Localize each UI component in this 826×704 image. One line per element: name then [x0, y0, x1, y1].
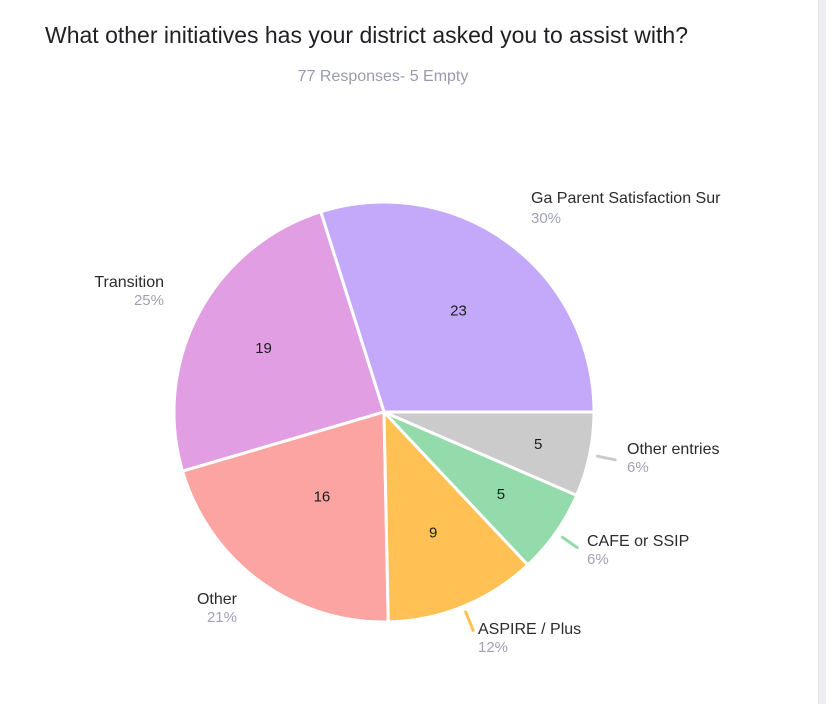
slice-label-other: Other [197, 591, 238, 608]
slice-value-other-entries: 5 [534, 436, 542, 453]
slice-percent-ga-parent-satisfaction-sur: 30% [531, 210, 561, 227]
leader-line-other [264, 549, 284, 575]
slice-value-cafe-or-ssip: 5 [497, 486, 505, 503]
leader-line-cafe-or-ssip [560, 535, 579, 550]
slice-percent-aspire-plus: 12% [478, 639, 508, 656]
slice-value-ga-parent-satisfaction-sur: 23 [450, 302, 467, 319]
slice-label-transition: Transition [94, 274, 164, 291]
leader-line-other-entries [595, 454, 617, 462]
pie-slice-other[interactable] [181, 410, 390, 624]
slice-value-other: 16 [314, 489, 331, 506]
leader-line-ga-parent-satisfaction-sur [484, 249, 504, 275]
pie-slices [172, 200, 596, 624]
response-count: 77 Responses- 5 Empty [297, 68, 469, 85]
chart-title: What other initiatives has your district… [45, 22, 689, 48]
scrollbar[interactable] [818, 0, 826, 704]
leader-line-transition [205, 316, 234, 333]
pie-slice-transition[interactable] [172, 210, 386, 473]
slice-percent-other-entries: 6% [627, 459, 649, 476]
pie-slice-other-entries[interactable] [382, 410, 596, 497]
pie-slice-aspire-plus[interactable] [382, 410, 530, 624]
leader-line-aspire-plus [464, 610, 475, 632]
slice-label-other-entries: Other entries [627, 441, 719, 458]
slice-percent-other: 21% [207, 609, 237, 626]
pie-slice-ga-parent-satisfaction-sur[interactable] [319, 200, 596, 414]
slice-percent-transition: 25% [134, 292, 164, 309]
slice-callouts: Ga Parent Satisfaction Sur30%Transition2… [94, 190, 721, 656]
slice-label-cafe-or-ssip: CAFE or SSIP [587, 533, 689, 550]
slice-value-transition: 19 [255, 340, 272, 357]
slice-value-labels: 23 19 16 9 5 5 [255, 302, 542, 541]
slice-percent-cafe-or-ssip: 6% [587, 551, 609, 568]
slice-value-aspire-plus: 9 [429, 525, 437, 542]
slice-label-ga-parent-satisfaction-sur: Ga Parent Satisfaction Sur [531, 190, 721, 207]
slice-label-aspire-plus: ASPIRE / Plus [478, 621, 581, 638]
